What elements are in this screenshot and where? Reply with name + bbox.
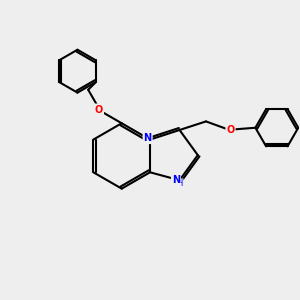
Text: N: N — [172, 175, 180, 185]
Text: N: N — [144, 133, 152, 143]
Text: O: O — [95, 104, 103, 115]
Text: H: H — [176, 179, 183, 188]
Text: O: O — [226, 125, 235, 135]
